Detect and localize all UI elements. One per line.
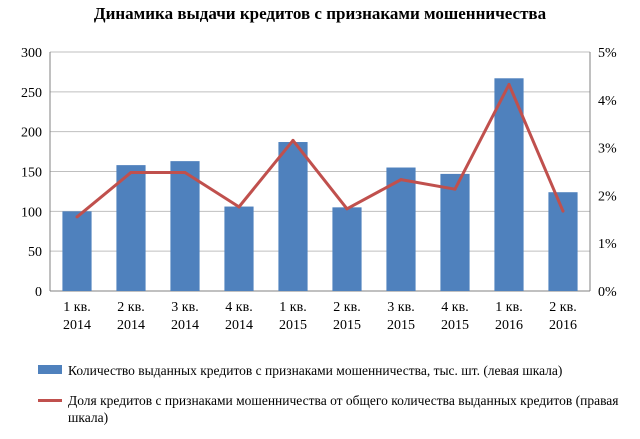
series-line (76, 83, 565, 219)
y-right-tick-label: 3% (598, 142, 617, 157)
bar (278, 142, 308, 291)
line-point (183, 170, 187, 174)
x-tick-label: 2 кв. (117, 300, 144, 315)
line-point (453, 187, 457, 191)
line-point (345, 207, 349, 211)
bar (170, 161, 200, 291)
x-tick-label-year: 2014 (63, 318, 91, 333)
legend-swatch-line (38, 399, 62, 402)
bar (548, 192, 578, 291)
x-tick-label: 3 кв. (171, 300, 198, 315)
legend: Количество выданных кредитов с признакам… (38, 362, 628, 439)
y-left-tick-label: 50 (28, 245, 42, 260)
line-point (129, 170, 133, 174)
bar (116, 165, 146, 291)
x-tick-label: 4 кв. (441, 300, 468, 315)
line-point (75, 215, 79, 219)
bar (332, 207, 362, 291)
x-tick-label-year: 2014 (117, 318, 145, 333)
y-left-tick-label: 200 (21, 126, 42, 141)
line-point (399, 178, 403, 182)
bar (440, 173, 470, 291)
legend-item-line: Доля кредитов с признаками мошенничества… (38, 392, 628, 426)
x-tick-label: 1 кв. (279, 300, 306, 315)
bar (494, 78, 524, 291)
y-left-tick-label: 250 (21, 86, 42, 101)
y-left-tick-label: 0 (35, 285, 42, 300)
legend-label-bars: Количество выданных кредитов с признакам… (68, 363, 563, 378)
x-tick-label-year: 2016 (549, 318, 577, 333)
y-left-tick-label: 150 (21, 166, 42, 181)
y-left-tick-label: 300 (21, 46, 42, 61)
bar (62, 211, 92, 291)
chart-svg: 0 50 100 150 200 250 300 0% 1% 2% 3% 4% 5% 1 кв. 2014 2… (21, 46, 617, 333)
legend-item-bars: Количество выданных кредитов с признакам… (38, 362, 628, 379)
x-tick-label: 1 кв. (495, 300, 522, 315)
y-right-tick-label: 0% (598, 285, 617, 300)
y-right-tick-label: 5% (598, 46, 617, 61)
y-right-tick-label: 4% (598, 94, 617, 109)
x-tick-label-year: 2015 (387, 318, 415, 333)
line-point (561, 209, 565, 213)
line-point (291, 138, 295, 142)
x-tick-label: 4 кв. (225, 300, 252, 315)
y-left-tick-label: 100 (21, 205, 42, 220)
bar (224, 206, 254, 291)
y-right-tick-label: 1% (598, 237, 617, 252)
x-tick-label: 2 кв. (549, 300, 576, 315)
x-tick-label-year: 2014 (171, 318, 199, 333)
x-tick-label: 2 кв. (333, 300, 360, 315)
legend-label-line: Доля кредитов с признаками мошенничества… (68, 393, 619, 425)
y-right-tick-label: 2% (598, 189, 617, 204)
x-tick-label: 3 кв. (387, 300, 414, 315)
x-tick-label-year: 2014 (225, 318, 253, 333)
line-point (237, 205, 241, 209)
line-point (507, 83, 511, 87)
x-tick-label-year: 2015 (441, 318, 469, 333)
x-tick-label-year: 2016 (495, 318, 523, 333)
x-tick-label-year: 2015 (279, 318, 307, 333)
chart-title: Динамика выдачи кредитов с признаками мо… (93, 4, 547, 23)
bar (386, 167, 416, 291)
x-tick-label-year: 2015 (333, 318, 361, 333)
legend-swatch-bars (38, 365, 62, 374)
x-tick-label: 1 кв. (63, 300, 90, 315)
